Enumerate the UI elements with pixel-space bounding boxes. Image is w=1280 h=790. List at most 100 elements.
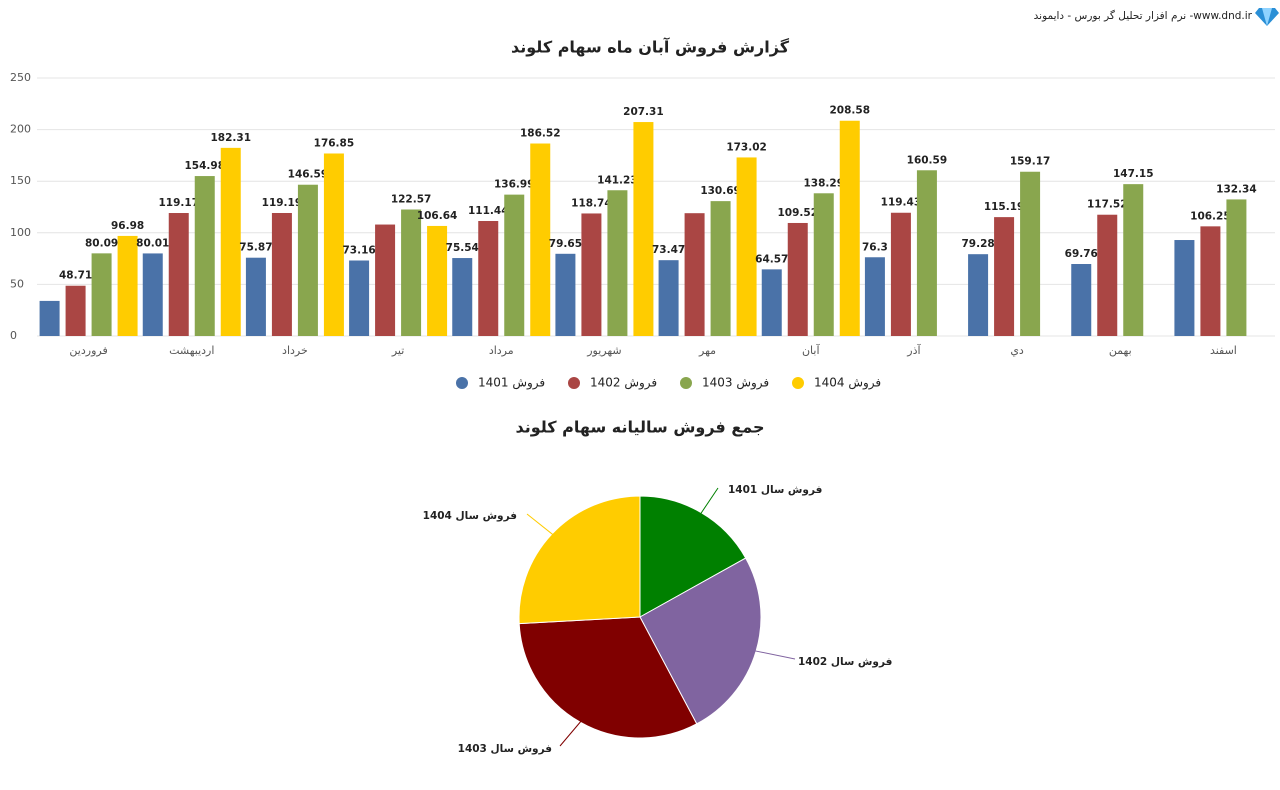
- value-label: 136.99: [494, 179, 535, 191]
- value-label: 64.57: [755, 253, 788, 265]
- x-tick-label: شهریور: [586, 344, 621, 357]
- bar: [1200, 226, 1221, 336]
- bar: [864, 257, 885, 336]
- bar: [658, 260, 679, 336]
- value-label: 207.31: [623, 106, 664, 118]
- value-label: 176.85: [314, 137, 355, 149]
- bar: [452, 258, 473, 336]
- value-label: 147.15: [1113, 168, 1154, 180]
- bar: [916, 170, 937, 336]
- value-label: 109.52: [777, 207, 818, 219]
- bar: [1020, 171, 1041, 336]
- value-label: 117.52: [1087, 199, 1128, 211]
- value-label: 132.34: [1216, 183, 1257, 195]
- x-tick-label: دي: [1010, 344, 1024, 357]
- bar: [710, 201, 731, 336]
- x-tick-label: اردیبهشت: [169, 344, 214, 357]
- bar: [607, 190, 628, 336]
- value-label: 69.76: [1065, 248, 1098, 260]
- value-label: 73.16: [342, 244, 375, 256]
- value-label: 96.98: [111, 220, 144, 232]
- value-label: 141.23: [597, 174, 638, 186]
- value-label: 119.17: [158, 197, 199, 209]
- y-tick-label: 50: [10, 277, 24, 290]
- value-label: 80.01: [136, 237, 169, 249]
- value-label: 106.64: [417, 210, 458, 222]
- bar: [220, 147, 241, 336]
- leader-line: [699, 487, 719, 515]
- x-tick-label: خرداد: [282, 344, 308, 357]
- value-label: 186.52: [520, 128, 561, 140]
- value-label: 119.43: [881, 197, 922, 209]
- bar: [839, 120, 860, 336]
- value-label: 154.98: [184, 160, 225, 172]
- x-tick-label: بهمن: [1109, 344, 1132, 357]
- x-tick-label: اسفند: [1210, 344, 1237, 357]
- y-tick-label: 0: [10, 329, 17, 342]
- bar: [813, 193, 834, 336]
- x-tick-label: آبان: [802, 343, 820, 357]
- bar: [530, 143, 551, 336]
- value-label: 119.19: [262, 197, 303, 209]
- bar: [633, 122, 654, 336]
- value-label: 182.31: [210, 132, 251, 144]
- x-tick-label: مرداد: [489, 344, 514, 357]
- value-label: 75.54: [446, 242, 479, 254]
- bar-title: گزارش فروش آبان ماه سهام کلوند: [511, 37, 790, 57]
- bar: [684, 213, 705, 336]
- bar: [478, 220, 499, 336]
- bar: [1097, 214, 1118, 336]
- value-label: 76.3: [862, 241, 888, 253]
- legend-label: فروش 1401: [478, 376, 545, 391]
- slice-label: فروش سال 1404: [423, 510, 517, 522]
- legend-marker: [456, 377, 468, 389]
- bar: [401, 209, 422, 336]
- value-label: 75.87: [239, 242, 272, 254]
- bar: [1071, 264, 1092, 336]
- slice-label: فروش سال 1401: [728, 484, 822, 496]
- legend-label: فروش 1403: [702, 376, 769, 391]
- bar: [39, 300, 60, 336]
- legend-marker: [792, 377, 804, 389]
- leader-line: [559, 720, 582, 747]
- value-label: 146.59: [288, 169, 329, 181]
- slice-label: فروش سال 1402: [798, 656, 892, 668]
- value-label: 48.71: [59, 270, 92, 282]
- bar: [142, 253, 163, 336]
- value-label: 80.09: [85, 237, 118, 249]
- value-label: 160.59: [907, 154, 948, 166]
- bar: [91, 253, 112, 336]
- value-label: 79.28: [961, 238, 994, 250]
- bar: [271, 212, 292, 336]
- bar: [555, 253, 576, 336]
- value-label: 130.69: [700, 185, 741, 197]
- bar: [65, 285, 86, 336]
- bar: [427, 225, 448, 336]
- bar: [736, 157, 757, 336]
- legend-label: فروش 1402: [590, 376, 657, 391]
- value-label: 138.29: [803, 177, 844, 189]
- bar: [117, 235, 138, 336]
- logo: [1255, 8, 1279, 26]
- legend-marker: [680, 377, 692, 389]
- bar: [787, 222, 808, 336]
- slice-label: فروش سال 1403: [458, 743, 552, 755]
- header-text: نرم افزار تحلیل گر بورس - دایموند -www.d…: [1034, 9, 1253, 22]
- bar: [504, 194, 525, 336]
- x-tick-label: تیر: [391, 344, 404, 357]
- value-label: 111.44: [468, 205, 509, 217]
- pie-slice: [518, 495, 641, 625]
- x-tick-label: آذر: [906, 343, 921, 357]
- x-tick-label: فروردین: [69, 344, 107, 357]
- bar: [168, 213, 189, 336]
- value-label: 79.65: [549, 238, 582, 250]
- y-tick-label: 200: [10, 123, 31, 136]
- x-tick-label: مهر: [698, 344, 716, 357]
- y-tick-label: 150: [10, 174, 31, 187]
- value-label: 118.74: [571, 197, 612, 209]
- bar: [581, 213, 602, 336]
- bar: [1226, 199, 1247, 336]
- leader-line: [754, 650, 796, 660]
- pie-title: جمع فروش سالیانه سهام کلوند: [515, 418, 764, 437]
- legend-label: فروش 1404: [814, 376, 881, 391]
